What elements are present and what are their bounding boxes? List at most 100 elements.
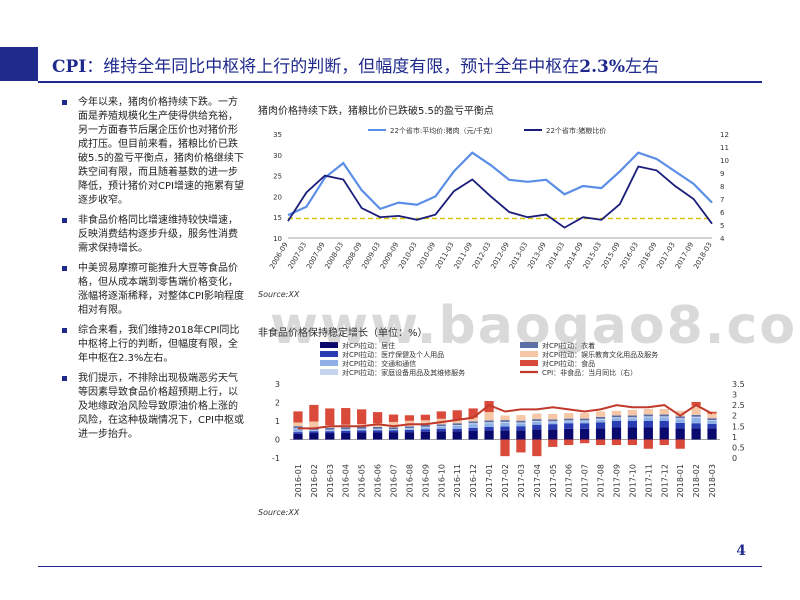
stacked-bar-segment xyxy=(436,428,446,432)
stacked-bar-segment xyxy=(516,426,526,431)
x-tick-label: 2017-04 xyxy=(533,464,542,497)
stacked-bar-segment xyxy=(532,439,542,457)
stacked-bar-segment xyxy=(468,417,478,422)
x-tick-label: 2016-08 xyxy=(405,464,414,497)
stacked-bar-segment xyxy=(611,427,622,440)
stacked-bar-segment xyxy=(309,430,319,432)
stacked-bar-segment xyxy=(532,424,542,430)
stacked-bar-segment xyxy=(484,422,494,424)
stacked-bar-segment xyxy=(452,425,462,426)
y-left-tick-label: 3 xyxy=(275,380,280,389)
stacked-bar-segment xyxy=(404,415,415,421)
stacked-bar-segment xyxy=(643,416,653,418)
nonfood-cpi-yoy-line xyxy=(298,403,713,430)
stacked-bar-segment xyxy=(627,421,638,428)
stacked-bar-segment xyxy=(484,426,494,431)
stacked-bar-segment xyxy=(452,419,462,424)
stacked-bar-segment xyxy=(452,425,462,429)
stacked-bar-segment xyxy=(564,423,574,429)
stacked-bar-segment xyxy=(293,426,303,429)
stacked-bar-segment xyxy=(627,427,638,440)
stacked-bar-segment xyxy=(707,421,717,424)
legend-label: 对CPI拉动：居住 xyxy=(342,341,395,350)
x-tick-label: 2017-03 xyxy=(517,464,526,497)
stacked-bar-segment xyxy=(452,410,462,420)
y-right-tick-label: 3.5 xyxy=(732,380,745,389)
stacked-bar-segment xyxy=(595,411,606,417)
stacked-bar-segment xyxy=(564,439,574,446)
stacked-bar-segment xyxy=(452,431,462,440)
stacked-bar-segment xyxy=(691,401,701,406)
x-tick-label: 2016-12 xyxy=(469,464,478,497)
stacked-bar-segment xyxy=(357,429,367,431)
stacked-bar-segment xyxy=(659,427,669,440)
x-tick-label: 2016-07 xyxy=(390,464,399,497)
x-tick-label: 2017-06 xyxy=(565,464,574,497)
stacked-bar-segment xyxy=(468,424,478,428)
x-tick-label: 2016-06 xyxy=(374,464,383,497)
stacked-bar-segment xyxy=(341,429,351,431)
stacked-bar-segment xyxy=(500,439,510,457)
stacked-bar-segment xyxy=(564,421,574,424)
stacked-bar-segment xyxy=(420,414,430,421)
stacked-bar-segment xyxy=(611,439,622,446)
stacked-bar-segment xyxy=(500,415,510,421)
stacked-bar-segment xyxy=(500,426,510,431)
stacked-bar-segment xyxy=(564,418,574,421)
x-tick-label: 2016-11 xyxy=(453,464,462,497)
stacked-bar-segment xyxy=(707,418,717,421)
stacked-bar-segment xyxy=(372,412,383,424)
y-right-tick-label: 8 xyxy=(720,183,724,191)
chart2-title: 非食品价格保持稳定增长（单位：%） xyxy=(258,328,428,339)
footer-divider xyxy=(38,566,762,567)
stacked-bar-segment xyxy=(436,426,446,427)
pork-price-chart: 10 15 20 25 30 35 4 5 6 7 8 9 10 11 12 22个省市:平均价:猪肉（元/千… xyxy=(268,126,729,270)
stacked-bar-segment xyxy=(325,431,335,434)
y-left-tick-label: 0 xyxy=(275,436,280,445)
stacked-bar-segment xyxy=(595,416,606,419)
y-left-tick-label: 30 xyxy=(273,152,282,160)
x-tick-label: 2017-01 xyxy=(485,464,494,497)
title-divider xyxy=(38,81,762,83)
stacked-bar-segment xyxy=(404,428,415,430)
x-tick-label: 2017-10 xyxy=(628,464,637,497)
stacked-bar-segment xyxy=(420,429,430,432)
y-right-tick-label: 6 xyxy=(720,209,725,217)
stacked-bar-segment xyxy=(595,419,606,423)
bullet-item: 中美贸易摩擦可能推升大豆等食品价格，但从成本端到零售端价格变化，涨幅将逐渐稀释，… xyxy=(62,262,244,318)
stacked-bar-segment xyxy=(404,428,415,429)
x-tick-label: 2016-01 xyxy=(294,464,303,497)
page-number: 4 xyxy=(736,543,746,559)
stacked-bar-segment xyxy=(627,439,638,446)
stacked-bar-segment xyxy=(420,431,430,440)
y-right-tick-label: 0.5 xyxy=(732,443,745,452)
bullet-item: 我们提示，不排除出现极端恶劣天气等因素导致食品价格超预期上行，以及地缘政治风险导… xyxy=(62,372,244,442)
stacked-bar-segment xyxy=(627,418,638,421)
stacked-bar-segment xyxy=(372,430,383,433)
y-left-tick-label: 15 xyxy=(273,214,282,222)
stacked-bar-segment xyxy=(388,432,399,440)
stacked-bar-segment xyxy=(675,410,685,417)
stacked-bar-segment xyxy=(548,424,558,430)
stacked-bar-segment xyxy=(611,418,622,421)
stacked-bar-segment xyxy=(659,416,669,418)
y-right-tick-label: 2.5 xyxy=(732,401,745,410)
legend-swatch xyxy=(520,351,538,357)
stacked-bar-segment xyxy=(325,429,335,431)
stacked-bar-segment xyxy=(691,417,701,424)
stacked-bar-segment xyxy=(580,418,590,421)
stacked-bar-segment xyxy=(388,427,399,430)
legend-label: CPI：非食品：当月同比（右） xyxy=(542,368,637,377)
stacked-bar-segment xyxy=(388,429,399,431)
stacked-bar-segment xyxy=(611,417,622,419)
stacked-bar-segment xyxy=(293,428,303,429)
stacked-bar-segment xyxy=(468,421,478,424)
bullet-marker-icon xyxy=(62,376,67,381)
stacked-bar-segment xyxy=(516,415,526,421)
stacked-bar-segment xyxy=(436,426,446,429)
stacked-bar-segment xyxy=(404,426,415,429)
stacked-bar-segment xyxy=(357,430,367,433)
y-right-tick-label: 5 xyxy=(720,222,724,230)
stacked-bar-segment xyxy=(643,421,653,428)
stacked-bar-segment xyxy=(500,422,510,427)
